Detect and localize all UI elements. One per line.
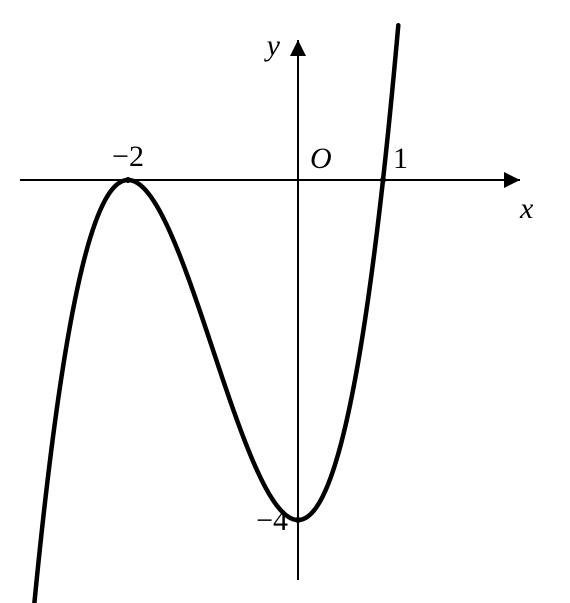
y-axis-arrow: [290, 40, 306, 56]
x-axis-arrow: [504, 172, 520, 188]
tick-label-1: 1: [393, 142, 408, 175]
origin-label: O: [310, 142, 332, 175]
y-axis-label: y: [264, 29, 281, 62]
curve: [30, 25, 398, 603]
y-intercept-dot: [295, 517, 301, 523]
tick-label-minus4: −4: [256, 504, 288, 537]
x-axis-label: x: [519, 192, 534, 225]
cubic-plot: y x O −2 1 −4: [0, 0, 570, 603]
tick-label-minus2: −2: [112, 140, 144, 173]
root-dot-1: [380, 177, 386, 183]
root-dot-minus2: [125, 177, 131, 183]
